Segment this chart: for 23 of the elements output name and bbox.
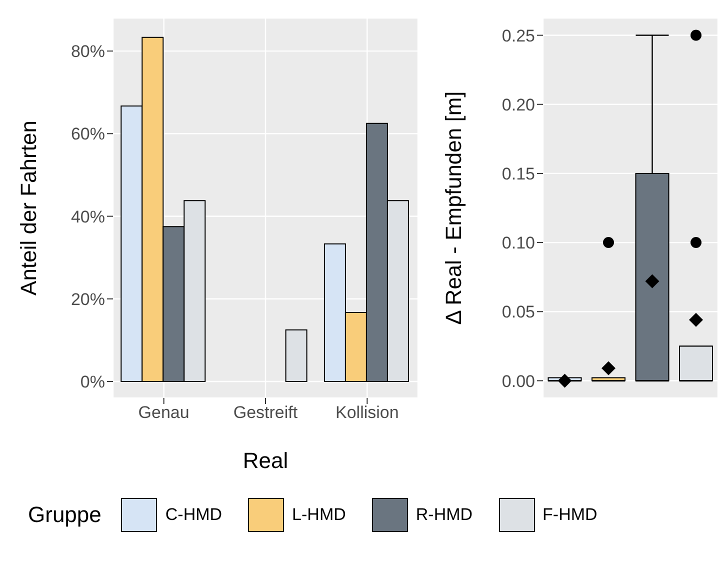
y-tick-label: 0% [80, 372, 105, 392]
legend-title: Gruppe [28, 502, 102, 528]
y-tick-label: 0.05 [502, 302, 535, 322]
y-tick-label: 0.00 [502, 372, 535, 391]
legend-label: C-HMD [165, 505, 222, 525]
x-axis-title: Real [242, 448, 288, 473]
y-tick-label: 80% [70, 42, 105, 62]
x-tick-label: Kollision [336, 403, 399, 422]
y-tick-label: 40% [70, 207, 105, 226]
y-tick-label: 60% [70, 124, 105, 144]
x-tick-label: Genau [138, 403, 190, 422]
y-axis-title: Δ Real - Empfunden [m] [440, 91, 466, 325]
y-tick-label: 20% [70, 290, 105, 309]
y-axis-title: Anteil der Fahrten [16, 120, 41, 296]
bar [285, 329, 308, 382]
y-tick-label: 0.15 [502, 164, 535, 184]
x-tick-label: Gestreift [233, 403, 298, 422]
legend-label: L-HMD [292, 505, 346, 525]
legend-label: R-HMD [416, 505, 473, 525]
y-tick-label: 0.20 [502, 95, 535, 114]
y-tick-label: 0.25 [502, 26, 535, 46]
y-tick-label: 0.10 [502, 234, 535, 253]
legend-label: F-HMD [542, 505, 598, 525]
